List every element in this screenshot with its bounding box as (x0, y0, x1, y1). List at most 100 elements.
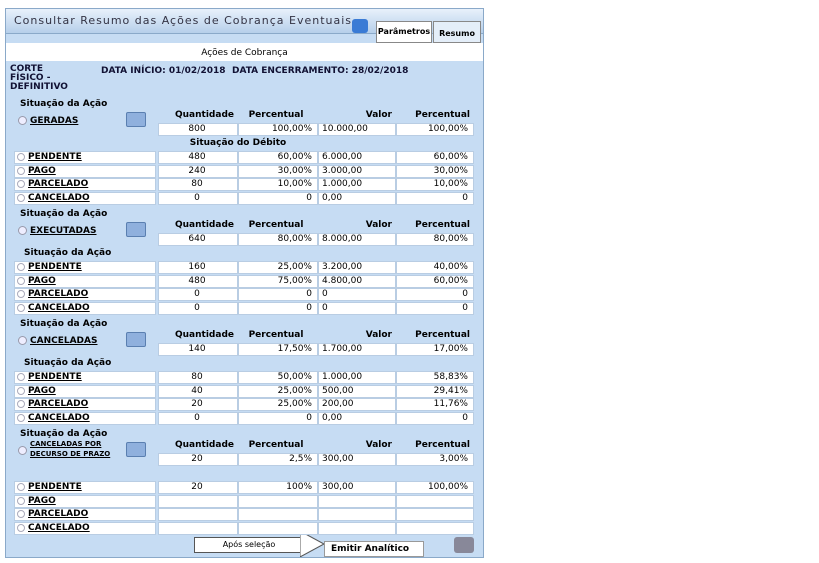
value-cell (318, 302, 396, 316)
radio[interactable] (17, 304, 25, 313)
info: DATA INÍCIO: 01/02/2018 (101, 66, 226, 76)
group-name[interactable]: CANCELADAS (30, 336, 98, 346)
value-cell (158, 398, 238, 412)
radio[interactable] (17, 290, 25, 299)
value-cell (396, 233, 474, 246)
folder-icon (126, 222, 146, 237)
folder-icon (126, 442, 146, 457)
radio[interactable] (17, 386, 25, 395)
radio[interactable] (18, 226, 27, 235)
group-name[interactable]: EXECUTADAS (30, 226, 97, 236)
row-value: 0 (306, 413, 312, 424)
radio[interactable] (17, 153, 25, 161)
row-label[interactable]: PENDENTE (28, 372, 82, 382)
radio[interactable] (17, 166, 25, 175)
tab[interactable]: Parâmetros (376, 21, 432, 43)
row-label[interactable]: PARCELADO (28, 179, 89, 190)
column-header: Percentual (248, 110, 304, 120)
radio[interactable] (18, 116, 27, 125)
row-label[interactable]: PARCELADO (28, 289, 89, 300)
value-cell (396, 151, 474, 164)
row-value: 0 (306, 193, 312, 204)
window: Consultar Resumo das Ações de Cobrança E… (5, 8, 484, 558)
value-cell (158, 494, 238, 508)
value-cell (158, 178, 238, 192)
tab[interactable]: Resumo (433, 21, 481, 43)
value-cell (318, 233, 396, 246)
row-value: 100,00% (427, 482, 468, 492)
row-label[interactable]: PARCELADO (28, 399, 89, 410)
value-cell (396, 192, 474, 206)
row-value: 480 (188, 152, 206, 162)
column-header: Valor (365, 440, 392, 450)
row-label[interactable]: CANCELADO (28, 303, 90, 314)
radio[interactable] (17, 400, 25, 409)
row-label[interactable]: CANCELADO (28, 193, 90, 204)
row-value: 0 (462, 303, 468, 314)
value-cell (318, 288, 396, 302)
radio[interactable] (17, 276, 25, 285)
value-cell (238, 233, 318, 246)
summary-value: 100,00% (271, 124, 312, 134)
radio[interactable] (17, 194, 25, 203)
column-header: Percentual (248, 440, 304, 450)
value-cell (158, 123, 238, 136)
radio[interactable] (17, 373, 25, 381)
row-label[interactable]: PAGO (28, 385, 56, 396)
row-value: 500,00 (322, 385, 354, 396)
radio[interactable] (18, 336, 27, 345)
row-value: 60,00% (277, 152, 312, 162)
emit-button[interactable]: Emitir Analítico (324, 541, 424, 557)
row-label[interactable]: CANCELADO (28, 523, 90, 534)
value-cell (238, 302, 318, 316)
value-cell (396, 384, 474, 398)
row-value: 11,76% (433, 399, 468, 410)
value-cell (318, 274, 396, 288)
value-cell (396, 398, 474, 412)
row-label[interactable]: PENDENTE (28, 262, 82, 272)
printer-icon[interactable] (454, 537, 474, 553)
radio[interactable] (17, 263, 25, 271)
subheading: Situação da Ação (24, 248, 112, 258)
value-cell (318, 398, 396, 412)
row-label[interactable]: PAGO (28, 495, 56, 506)
value-cell (396, 522, 474, 536)
row-value: 25,00% (277, 385, 312, 396)
row-label[interactable]: PAGO (28, 165, 56, 176)
row-label[interactable]: PENDENTE (28, 482, 82, 492)
row-value: 100% (286, 482, 312, 492)
radio[interactable] (17, 524, 25, 533)
value-cell (238, 151, 318, 164)
radio[interactable] (17, 180, 25, 189)
row-value: 20 (191, 399, 203, 410)
value-cell (238, 261, 318, 274)
radio[interactable] (17, 496, 25, 505)
row-label[interactable]: PARCELADO (28, 509, 89, 520)
row-value: 50,00% (277, 372, 312, 382)
label-cell (14, 151, 156, 164)
row-value: 3.200,00 (322, 262, 363, 272)
summary-value: 100,00% (427, 124, 468, 134)
row-value: 0 (194, 289, 200, 300)
column-header: Percentual (415, 220, 470, 230)
value-cell (238, 508, 318, 522)
window-title: Consultar Resumo das Ações de Cobrança E… (14, 14, 353, 27)
value-cell (238, 481, 318, 494)
row-label[interactable]: PAGO (28, 275, 56, 286)
column-header: Quantidade (175, 440, 234, 450)
row-value: 60,00% (433, 275, 468, 286)
row-label[interactable]: CANCELADO (28, 413, 90, 424)
column-header: Percentual (415, 330, 470, 340)
radio[interactable] (17, 483, 25, 491)
row-value: 80 (191, 372, 203, 382)
group-name[interactable]: CANCELADAS POR DECURSO DE PRAZO (30, 440, 111, 458)
radio[interactable] (18, 446, 27, 455)
chat-icon[interactable] (352, 19, 368, 33)
radio[interactable] (17, 510, 25, 519)
row-value: 4.800,00 (322, 275, 363, 286)
row-label[interactable]: PENDENTE (28, 152, 82, 162)
row-value: 10,00% (277, 179, 312, 190)
row-value: 29,41% (433, 385, 468, 396)
group-name[interactable]: GERADAS (30, 116, 79, 126)
radio[interactable] (17, 414, 25, 423)
